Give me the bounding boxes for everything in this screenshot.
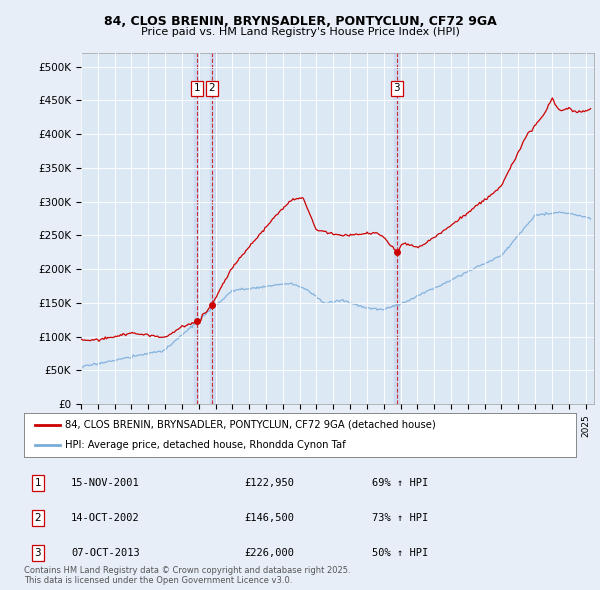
Text: 69% ↑ HPI: 69% ↑ HPI [372, 478, 428, 488]
Text: 50% ↑ HPI: 50% ↑ HPI [372, 548, 428, 558]
Text: £146,500: £146,500 [245, 513, 295, 523]
Text: Contains HM Land Registry data © Crown copyright and database right 2025.
This d: Contains HM Land Registry data © Crown c… [24, 566, 350, 585]
Bar [194, 53, 199, 404]
Text: 14-OCT-2002: 14-OCT-2002 [71, 513, 140, 523]
Text: £226,000: £226,000 [245, 548, 295, 558]
Text: HPI: Average price, detached house, Rhondda Cynon Taf: HPI: Average price, detached house, Rhon… [65, 440, 346, 450]
Text: 73% ↑ HPI: 73% ↑ HPI [372, 513, 428, 523]
Text: 1: 1 [193, 83, 200, 93]
Text: £122,950: £122,950 [245, 478, 295, 488]
Text: 2: 2 [209, 83, 215, 93]
Text: 3: 3 [34, 548, 41, 558]
Text: Price paid vs. HM Land Registry's House Price Index (HPI): Price paid vs. HM Land Registry's House … [140, 27, 460, 37]
Text: 07-OCT-2013: 07-OCT-2013 [71, 548, 140, 558]
Bar [394, 53, 399, 404]
Text: 2: 2 [34, 513, 41, 523]
Text: 1: 1 [34, 478, 41, 488]
Text: 84, CLOS BRENIN, BRYNSADLER, PONTYCLUN, CF72 9GA: 84, CLOS BRENIN, BRYNSADLER, PONTYCLUN, … [104, 15, 496, 28]
Text: 15-NOV-2001: 15-NOV-2001 [71, 478, 140, 488]
Text: 3: 3 [394, 83, 400, 93]
Text: 84, CLOS BRENIN, BRYNSADLER, PONTYCLUN, CF72 9GA (detached house): 84, CLOS BRENIN, BRYNSADLER, PONTYCLUN, … [65, 419, 436, 430]
Bar [209, 53, 215, 404]
